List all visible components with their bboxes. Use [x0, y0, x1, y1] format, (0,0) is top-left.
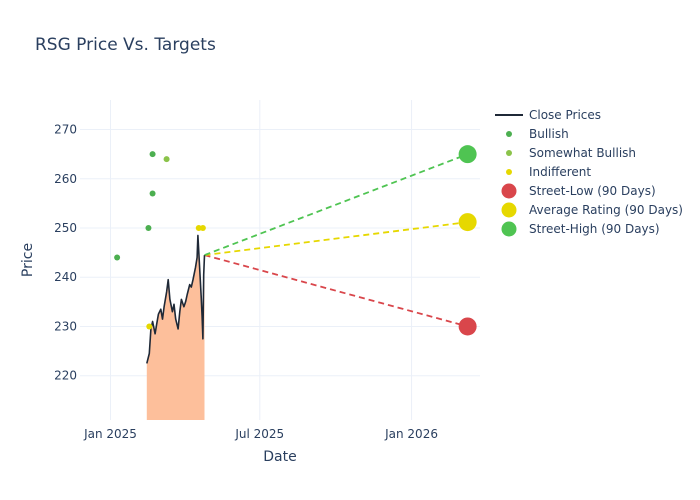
target-marker — [458, 317, 477, 336]
y-tick-label: 240 — [54, 270, 77, 284]
x-tick-label: Jan 2025 — [83, 427, 137, 441]
legend-label: Average Rating (90 Days) — [529, 203, 683, 217]
grid — [80, 100, 480, 420]
rating-point — [145, 225, 152, 231]
chart-title: RSG Price Vs. Targets — [35, 35, 216, 55]
rating-point — [195, 225, 202, 231]
legend-swatch — [506, 150, 512, 156]
y-tick-label: 230 — [54, 319, 77, 333]
target-line — [204, 254, 468, 328]
rating-point — [146, 323, 153, 330]
y-tick-label: 220 — [54, 369, 77, 383]
close-price-fill — [146, 235, 205, 420]
target-lines — [204, 153, 468, 328]
rating-point — [199, 225, 206, 231]
target-marker — [458, 213, 477, 232]
legend-swatch — [501, 221, 517, 237]
x-axis-ticks: Jan 2025 Jul 2025 Jan 2026 — [83, 427, 438, 441]
rating-point — [149, 190, 156, 197]
close-price-area — [146, 235, 205, 420]
target-marker — [458, 145, 477, 164]
target-line — [204, 221, 468, 256]
target-line — [204, 153, 468, 256]
y-tick-label: 270 — [54, 123, 77, 137]
legend-label: Close Prices — [529, 108, 601, 122]
y-tick-label: 250 — [54, 221, 77, 235]
legend-label: Indifferent — [529, 165, 591, 179]
y-axis-title: Price — [20, 243, 36, 277]
rating-points — [114, 145, 477, 336]
close-price-line — [146, 234, 206, 364]
legend-label: Somewhat Bullish — [529, 146, 636, 160]
rating-point — [114, 254, 121, 261]
y-axis-ticks: 220 230 240 250 260 270 — [54, 123, 77, 383]
y-tick-label: 260 — [54, 172, 77, 186]
x-tick-label: Jul 2025 — [234, 427, 284, 441]
rating-point — [149, 151, 156, 158]
legend-swatch — [501, 202, 517, 218]
close-price-line-group — [146, 234, 206, 364]
legend: Close Prices Bullish Somewhat Bullish Indif… — [495, 108, 683, 237]
x-tick-label: Jan 2026 — [384, 427, 438, 441]
x-axis-title: Date — [263, 449, 296, 465]
legend-label: Street-Low (90 Days) — [529, 184, 656, 198]
legend-swatch — [506, 131, 512, 137]
legend-swatch — [506, 169, 512, 175]
legend-swatch — [501, 183, 517, 199]
legend-label: Street-High (90 Days) — [529, 222, 660, 236]
legend-label: Bullish — [529, 127, 569, 141]
rating-point — [163, 156, 170, 163]
